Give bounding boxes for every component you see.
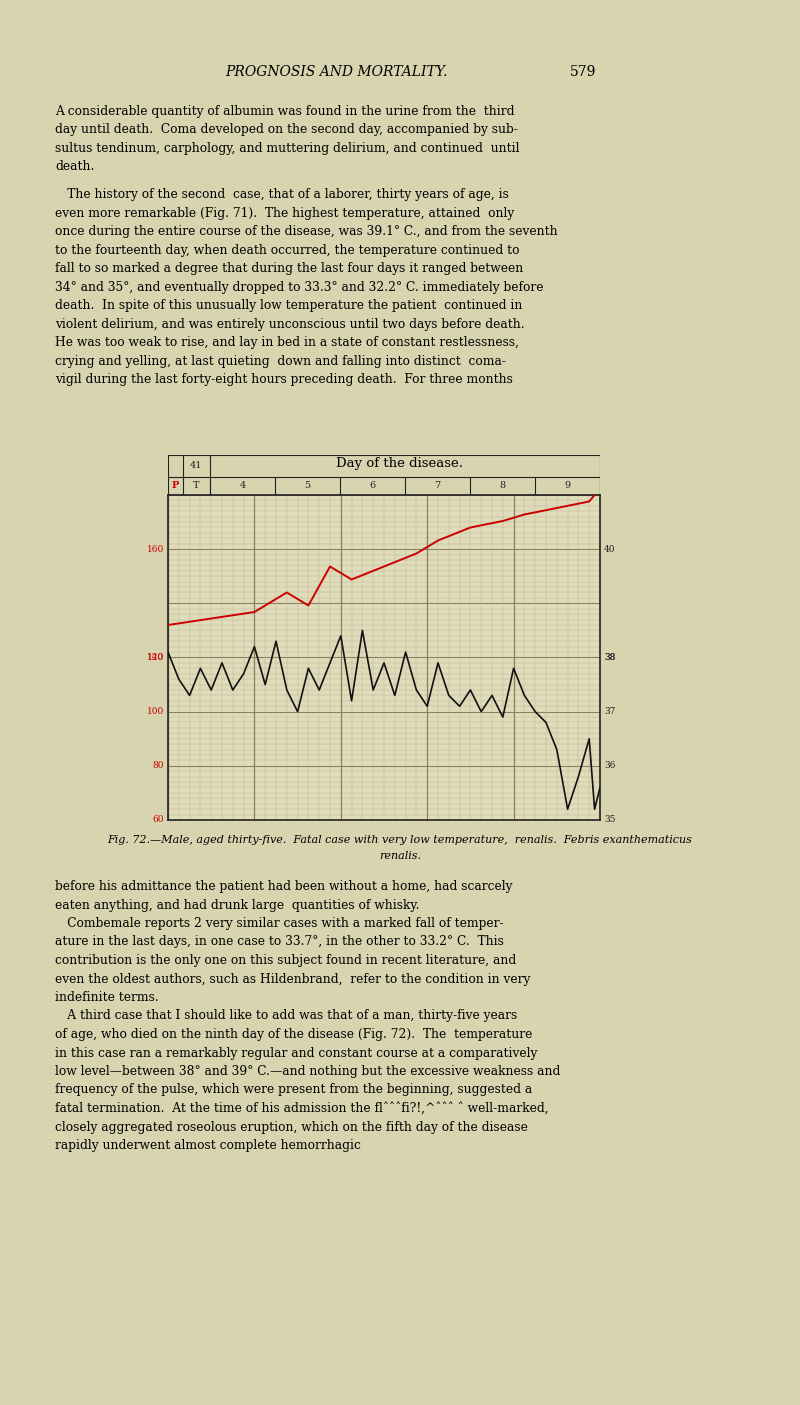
Text: 35: 35 [604, 815, 615, 825]
Text: rapidly underwent almost complete hemorrhagic: rapidly underwent almost complete hemorr… [55, 1139, 361, 1152]
Text: fatal termination.  At the time of his admission the flˆˆˆfi?!,^ˆˆˆ ˆ well-marke: fatal termination. At the time of his ad… [55, 1102, 549, 1116]
Text: 38: 38 [604, 653, 615, 662]
Text: 4: 4 [239, 482, 246, 490]
Text: Day of the disease.: Day of the disease. [337, 457, 463, 471]
Text: once during the entire course of the disease, was 39.1° C., and from the seventh: once during the entire course of the dis… [55, 225, 558, 239]
Text: ature in the last days, in one case to 33.7°, in the other to 33.2° C.  This: ature in the last days, in one case to 3… [55, 936, 504, 948]
Text: 140: 140 [146, 653, 164, 662]
Text: in this case ran a remarkably regular and constant course at a comparatively: in this case ran a remarkably regular an… [55, 1047, 538, 1059]
Text: Fig. 72.—Male, aged thirty-five.  Fatal case with very low temperature,  renalis: Fig. 72.—Male, aged thirty-five. Fatal c… [107, 835, 693, 844]
Text: to the fourteenth day, when death occurred, the temperature continued to: to the fourteenth day, when death occurr… [55, 243, 519, 257]
Text: 8: 8 [499, 482, 506, 490]
Text: of age, who died on the ninth day of the disease (Fig. 72).  The  temperature: of age, who died on the ninth day of the… [55, 1028, 532, 1041]
Text: A third case that I should like to add was that of a man, thirty-five years: A third case that I should like to add w… [55, 1010, 518, 1023]
Text: crying and yelling, at last quieting  down and falling into distinct  coma-: crying and yelling, at last quieting dow… [55, 354, 506, 368]
Text: 41: 41 [190, 461, 202, 471]
Text: 5: 5 [305, 482, 310, 490]
Text: 38: 38 [604, 653, 615, 662]
Text: 6: 6 [370, 482, 375, 490]
Text: Combemale reports 2 very similar cases with a marked fall of temper-: Combemale reports 2 very similar cases w… [55, 917, 504, 930]
Text: 100: 100 [146, 707, 164, 717]
Text: 34° and 35°, and eventually dropped to 33.3° and 32.2° C. immediately before: 34° and 35°, and eventually dropped to 3… [55, 281, 543, 294]
Text: low level—between 38° and 39° C.—and nothing but the excessive weakness and: low level—between 38° and 39° C.—and not… [55, 1065, 560, 1078]
Text: death.: death. [55, 160, 94, 173]
Text: before his admittance the patient had been without a home, had scarcely: before his admittance the patient had be… [55, 880, 513, 894]
Text: even the oldest authors, such as Hildenbrand,  refer to the condition in very: even the oldest authors, such as Hildenb… [55, 972, 530, 985]
Text: A considerable quantity of albumin was found in the urine from the  third: A considerable quantity of albumin was f… [55, 105, 514, 118]
Text: 120: 120 [147, 653, 164, 662]
Text: sultus tendinum, carphology, and muttering delirium, and continued  until: sultus tendinum, carphology, and mutteri… [55, 142, 519, 155]
Text: renalis.: renalis. [379, 851, 421, 861]
Text: violent delirium, and was entirely unconscious until two days before death.: violent delirium, and was entirely uncon… [55, 318, 525, 330]
Text: vigil during the last forty-eight hours preceding death.  For three months: vigil during the last forty-eight hours … [55, 374, 513, 386]
Text: 579: 579 [570, 65, 596, 79]
Text: P: P [172, 482, 179, 490]
Text: He was too weak to rise, and lay in bed in a state of constant restlessness,: He was too weak to rise, and lay in bed … [55, 336, 519, 350]
Text: contribution is the only one on this subject found in recent literature, and: contribution is the only one on this sub… [55, 954, 516, 967]
Text: 37: 37 [604, 707, 615, 717]
Text: even more remarkable (Fig. 71).  The highest temperature, attained  only: even more remarkable (Fig. 71). The high… [55, 207, 514, 219]
Text: 36: 36 [604, 762, 615, 770]
Text: T: T [193, 482, 200, 490]
Text: eaten anything, and had drunk large  quantities of whisky.: eaten anything, and had drunk large quan… [55, 899, 419, 912]
Text: indefinite terms.: indefinite terms. [55, 991, 158, 1005]
Text: 80: 80 [153, 762, 164, 770]
Text: 160: 160 [146, 545, 164, 554]
Text: day until death.  Coma developed on the second day, accompanied by sub-: day until death. Coma developed on the s… [55, 124, 518, 136]
Text: PROGNOSIS AND MORTALITY.: PROGNOSIS AND MORTALITY. [225, 65, 447, 79]
Text: 7: 7 [434, 482, 441, 490]
Text: frequency of the pulse, which were present from the beginning, suggested a: frequency of the pulse, which were prese… [55, 1083, 532, 1096]
Text: The history of the second  case, that of a laborer, thirty years of age, is: The history of the second case, that of … [55, 188, 509, 201]
Text: closely aggregated roseolous eruption, which on the fifth day of the disease: closely aggregated roseolous eruption, w… [55, 1121, 528, 1134]
Text: death.  In spite of this unusually low temperature the patient  continued in: death. In spite of this unusually low te… [55, 299, 522, 312]
Text: 60: 60 [153, 815, 164, 825]
Text: 9: 9 [565, 482, 570, 490]
Text: 40: 40 [604, 545, 615, 554]
Text: fall to so marked a degree that during the last four days it ranged between: fall to so marked a degree that during t… [55, 263, 523, 275]
